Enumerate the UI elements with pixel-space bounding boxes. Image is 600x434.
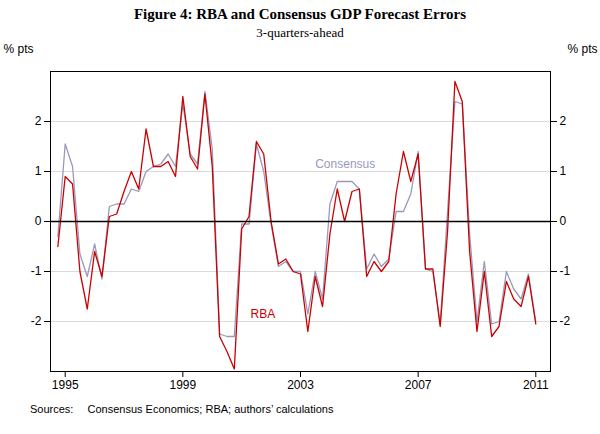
svg-text:% pts: % pts bbox=[4, 42, 34, 56]
svg-text:2: 2 bbox=[35, 114, 42, 128]
svg-text:-2: -2 bbox=[560, 314, 571, 328]
svg-text:0: 0 bbox=[560, 214, 567, 228]
svg-text:1995: 1995 bbox=[52, 378, 79, 392]
svg-text:2: 2 bbox=[560, 114, 567, 128]
svg-text:1999: 1999 bbox=[170, 378, 197, 392]
svg-text:% pts: % pts bbox=[567, 42, 597, 56]
svg-text:RBA: RBA bbox=[251, 307, 276, 321]
svg-text:Consensus: Consensus bbox=[315, 157, 375, 171]
html-text:3-quarters-ahead: 3-quarters-ahead bbox=[256, 25, 344, 40]
svg-text:2011: 2011 bbox=[523, 378, 549, 392]
svg-text:2003: 2003 bbox=[287, 378, 314, 392]
html-text:Figure 4: RBA and Consensus GD: Figure 4: RBA and Consensus GDP Forecast… bbox=[133, 6, 466, 22]
svg-text:0: 0 bbox=[35, 214, 42, 228]
html-text:Sources: Consensus Economics;: Sources: Consensus Economics; RBA; autho… bbox=[30, 403, 334, 415]
svg-text:2007: 2007 bbox=[405, 378, 432, 392]
svg-text:-2: -2 bbox=[31, 314, 42, 328]
svg-text:1: 1 bbox=[35, 164, 42, 178]
svg-text:1: 1 bbox=[560, 164, 567, 178]
svg-text:-1: -1 bbox=[31, 264, 42, 278]
svg-text:-1: -1 bbox=[560, 264, 571, 278]
